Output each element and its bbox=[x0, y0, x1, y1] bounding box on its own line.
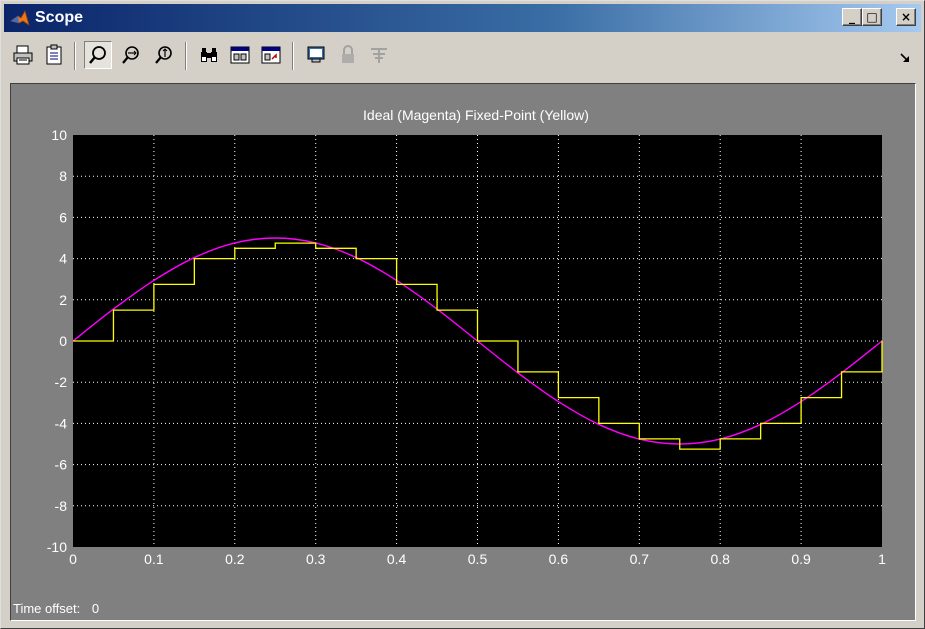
floating-scope-icon bbox=[307, 46, 325, 63]
x-tick-label: 0.7 bbox=[630, 551, 650, 567]
y-tick-label: -4 bbox=[55, 415, 68, 431]
toolbar-separator bbox=[292, 42, 294, 70]
y-tick-label: -10 bbox=[47, 539, 67, 555]
zoom-button[interactable] bbox=[84, 41, 112, 69]
toolbar-separator bbox=[185, 42, 187, 70]
autoscale-icon bbox=[201, 48, 217, 62]
maximize-icon: □ bbox=[866, 10, 878, 24]
close-button[interactable]: × bbox=[896, 8, 916, 26]
signal-selection-icon bbox=[371, 48, 387, 63]
time-offset: Time offset: 0 bbox=[13, 601, 99, 616]
y-tick-label: 2 bbox=[59, 292, 67, 308]
save-axes-button[interactable] bbox=[226, 41, 254, 69]
fixed-point-series-line bbox=[73, 242, 883, 450]
title-bar[interactable]: Scope _ □ × bbox=[4, 4, 921, 32]
y-tick-label: -6 bbox=[55, 457, 68, 473]
y-tick-label: 10 bbox=[51, 127, 67, 143]
time-offset-label: Time offset: bbox=[13, 601, 81, 616]
tick-labels: 0 0.1 0.2 0.3 0.4 0.5 0.6 0.7 0.8 0.9 1 10 8 6 4 2 0 -2 -4… bbox=[47, 127, 886, 567]
toolbar bbox=[4, 34, 921, 78]
print-icon bbox=[13, 45, 33, 65]
x-tick-label: 0.9 bbox=[791, 551, 811, 567]
x-tick-label: 1 bbox=[878, 551, 886, 567]
save-axes-icon bbox=[230, 46, 250, 64]
y-tick-label: 8 bbox=[59, 168, 67, 184]
restore-axes-icon bbox=[261, 46, 281, 64]
x-tick-label: 0.5 bbox=[468, 551, 488, 567]
zoom-y-icon bbox=[155, 46, 172, 64]
signal-selection-button[interactable] bbox=[365, 41, 393, 69]
x-tick-label: 0 bbox=[69, 551, 77, 567]
x-tick-label: 0.8 bbox=[710, 551, 730, 567]
lock-axes-button[interactable] bbox=[334, 41, 362, 69]
y-tick-label: 4 bbox=[59, 251, 67, 267]
x-tick-label: 0.3 bbox=[306, 551, 326, 567]
lock-axes-icon bbox=[342, 45, 354, 63]
close-icon: × bbox=[900, 10, 912, 24]
x-tick-label: 0.4 bbox=[387, 551, 407, 567]
minimize-icon: _ bbox=[849, 10, 855, 24]
dock-arrow-icon[interactable] bbox=[899, 52, 911, 64]
zoom-x-button[interactable] bbox=[117, 41, 145, 69]
matlab-logo-icon bbox=[10, 9, 30, 26]
parameters-icon bbox=[46, 44, 62, 65]
scope-chart[interactable]: Ideal (Magenta) Fixed-Point (Yellow) 0 0.… bbox=[11, 84, 915, 620]
zoom-icon bbox=[89, 46, 106, 64]
y-tick-label: 6 bbox=[59, 209, 67, 225]
zoom-x-icon bbox=[122, 46, 139, 64]
x-tick-label: 0.6 bbox=[549, 551, 569, 567]
y-tick-label: 0 bbox=[59, 333, 67, 349]
chart-title: Ideal (Magenta) Fixed-Point (Yellow) bbox=[363, 107, 589, 123]
maximize-button[interactable]: □ bbox=[862, 8, 882, 26]
plot-figure: Ideal (Magenta) Fixed-Point (Yellow) 0 0.… bbox=[10, 83, 916, 621]
x-tick-label: 0.2 bbox=[225, 551, 245, 567]
window-title: Scope bbox=[35, 9, 84, 26]
print-button[interactable] bbox=[9, 41, 37, 69]
x-tick-label: 0.1 bbox=[144, 551, 164, 567]
minimize-button[interactable]: _ bbox=[842, 8, 862, 26]
parameters-button[interactable] bbox=[40, 41, 68, 69]
y-tick-label: -2 bbox=[55, 374, 68, 390]
zoom-y-button[interactable] bbox=[150, 41, 178, 69]
y-tick-label: -8 bbox=[55, 498, 68, 514]
toolbar-separator bbox=[74, 42, 76, 70]
restore-axes-button[interactable] bbox=[257, 41, 285, 69]
time-offset-value: 0 bbox=[91, 601, 100, 616]
floating-scope-button[interactable] bbox=[302, 41, 330, 69]
autoscale-button[interactable] bbox=[195, 41, 223, 69]
